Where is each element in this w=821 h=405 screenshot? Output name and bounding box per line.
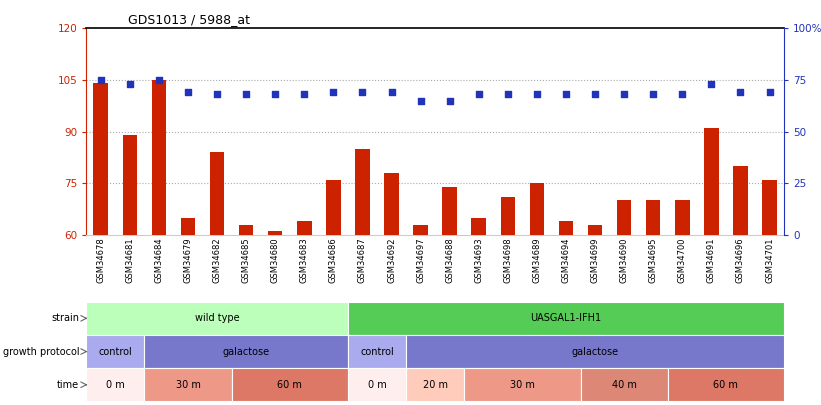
Text: UASGAL1-IFH1: UASGAL1-IFH1 [530, 313, 602, 323]
Bar [348, 368, 406, 401]
Point [704, 81, 718, 87]
Bar [86, 335, 144, 368]
Text: wild type: wild type [195, 313, 240, 323]
Point [123, 81, 136, 87]
Bar [348, 335, 406, 368]
Bar [464, 368, 580, 401]
Text: 30 m: 30 m [176, 380, 200, 390]
Bar [297, 221, 311, 235]
Text: strain: strain [51, 313, 80, 323]
Bar [406, 368, 464, 401]
Bar [232, 368, 348, 401]
Point [268, 91, 282, 98]
Bar [704, 128, 718, 235]
Point [443, 98, 456, 104]
Point [210, 91, 223, 98]
Point [559, 91, 572, 98]
Bar [580, 368, 667, 401]
Bar [181, 218, 195, 235]
Bar [355, 149, 369, 235]
Text: 60 m: 60 m [277, 380, 302, 390]
Text: 40 m: 40 m [612, 380, 636, 390]
Bar [667, 368, 784, 401]
Text: GDS1013 / 5988_at: GDS1013 / 5988_at [128, 13, 250, 26]
Point [414, 98, 427, 104]
Bar [152, 80, 166, 235]
Point [617, 91, 631, 98]
Text: 0 m: 0 m [106, 380, 125, 390]
Bar [144, 335, 348, 368]
Bar [94, 83, 108, 235]
Bar [471, 218, 486, 235]
Text: galactose: galactose [571, 347, 618, 356]
Bar [86, 302, 348, 335]
Bar [210, 152, 224, 235]
Point [589, 91, 602, 98]
Point [647, 91, 660, 98]
Bar [413, 225, 428, 235]
Point [240, 91, 253, 98]
Text: growth protocol: growth protocol [2, 347, 80, 356]
Bar [588, 225, 603, 235]
Point [94, 77, 108, 83]
Text: control: control [360, 347, 394, 356]
Point [734, 89, 747, 96]
Bar [268, 232, 282, 235]
Bar [501, 197, 515, 235]
Point [763, 89, 776, 96]
Bar [86, 368, 144, 401]
Text: 0 m: 0 m [368, 380, 387, 390]
Bar [675, 200, 690, 235]
Point [153, 77, 166, 83]
Text: 30 m: 30 m [510, 380, 534, 390]
Point [502, 91, 515, 98]
Bar [762, 180, 777, 235]
Bar [348, 302, 784, 335]
Bar [239, 225, 254, 235]
Bar [122, 135, 137, 235]
Bar [406, 335, 784, 368]
Bar [559, 221, 573, 235]
Point [676, 91, 689, 98]
Point [472, 91, 485, 98]
Bar [530, 183, 544, 235]
Point [530, 91, 544, 98]
Point [355, 89, 369, 96]
Text: galactose: galactose [222, 347, 269, 356]
Bar [646, 200, 660, 235]
Point [298, 91, 311, 98]
Text: 20 m: 20 m [423, 380, 447, 390]
Bar [384, 173, 399, 235]
Text: control: control [99, 347, 132, 356]
Point [385, 89, 398, 96]
Bar [443, 187, 457, 235]
Text: time: time [57, 380, 80, 390]
Bar [733, 166, 748, 235]
Bar [144, 368, 232, 401]
Point [181, 89, 195, 96]
Text: 60 m: 60 m [713, 380, 738, 390]
Bar [326, 180, 341, 235]
Bar [617, 200, 631, 235]
Point [327, 89, 340, 96]
